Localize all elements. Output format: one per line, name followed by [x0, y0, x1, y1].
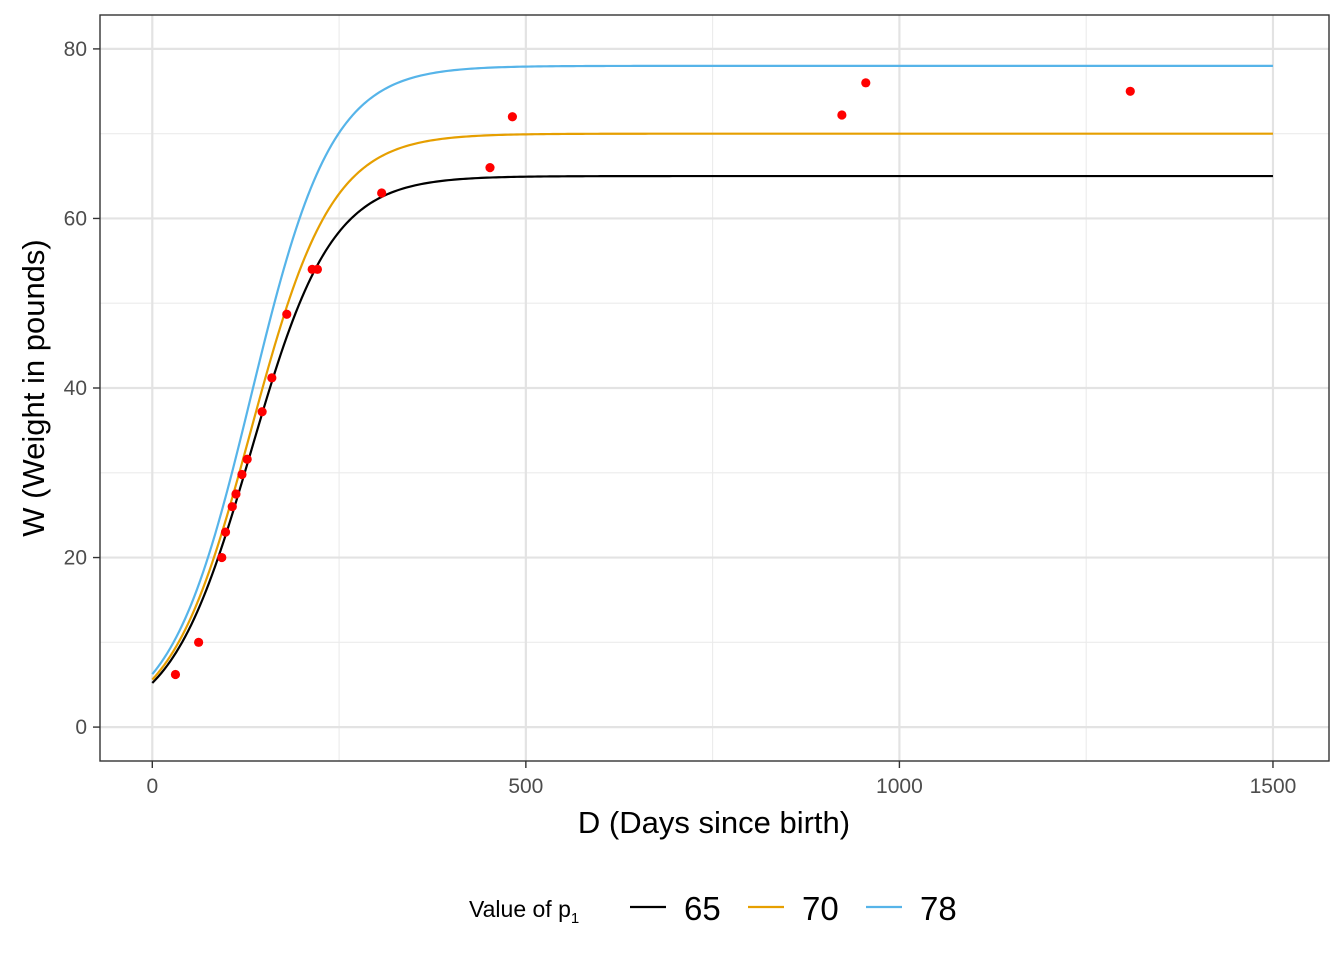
data-point [267, 373, 277, 383]
legend-label-65: 65 [684, 890, 721, 927]
data-point [237, 469, 247, 480]
data-point [220, 527, 231, 537]
series-line-70 [151, 132, 1273, 681]
major-gridlines [100, 15, 1329, 761]
legend: Value of p1 65 70 78 [469, 890, 957, 927]
y-tick-label: 20 [64, 547, 87, 570]
data-points [170, 78, 1135, 680]
y-axis-title: W (Weight in pounds) [16, 239, 51, 537]
x-axis: 0 500 1000 1500 [146, 761, 1296, 798]
x-tick-label: 1000 [876, 775, 923, 798]
data-point [1125, 86, 1135, 96]
data-point [170, 669, 181, 680]
legend-title: Value of p1 [469, 896, 579, 927]
y-tick-label: 0 [75, 716, 87, 739]
data-point [282, 309, 292, 319]
series-lines [151, 64, 1273, 684]
data-point [861, 78, 871, 88]
data-point [837, 110, 847, 120]
series-line-65 [151, 174, 1273, 684]
data-point [227, 502, 237, 512]
x-tick-label: 0 [146, 775, 158, 798]
y-tick-label: 80 [64, 38, 87, 61]
data-point [257, 407, 267, 417]
y-tick-label: 60 [64, 207, 87, 230]
legend-title-subscript: 1 [571, 910, 579, 927]
data-point [507, 112, 518, 122]
legend-items: 65 70 78 [630, 890, 957, 927]
x-axis-title: D (Days since birth) [578, 805, 850, 840]
data-point [485, 162, 495, 173]
y-tick-label: 40 [64, 377, 87, 400]
legend-label-70: 70 [802, 890, 839, 927]
data-point [194, 637, 204, 647]
data-point [312, 264, 323, 274]
legend-label-78: 78 [920, 890, 957, 927]
x-tick-label: 1500 [1250, 775, 1297, 798]
legend-title-text: Value of p [469, 896, 571, 922]
data-point [377, 188, 387, 198]
x-tick-label: 500 [508, 775, 543, 798]
data-point [217, 552, 227, 563]
series-line-78 [151, 64, 1273, 675]
data-point [242, 454, 252, 464]
data-point [231, 489, 241, 499]
y-axis: 0 20 40 60 80 [64, 38, 100, 739]
